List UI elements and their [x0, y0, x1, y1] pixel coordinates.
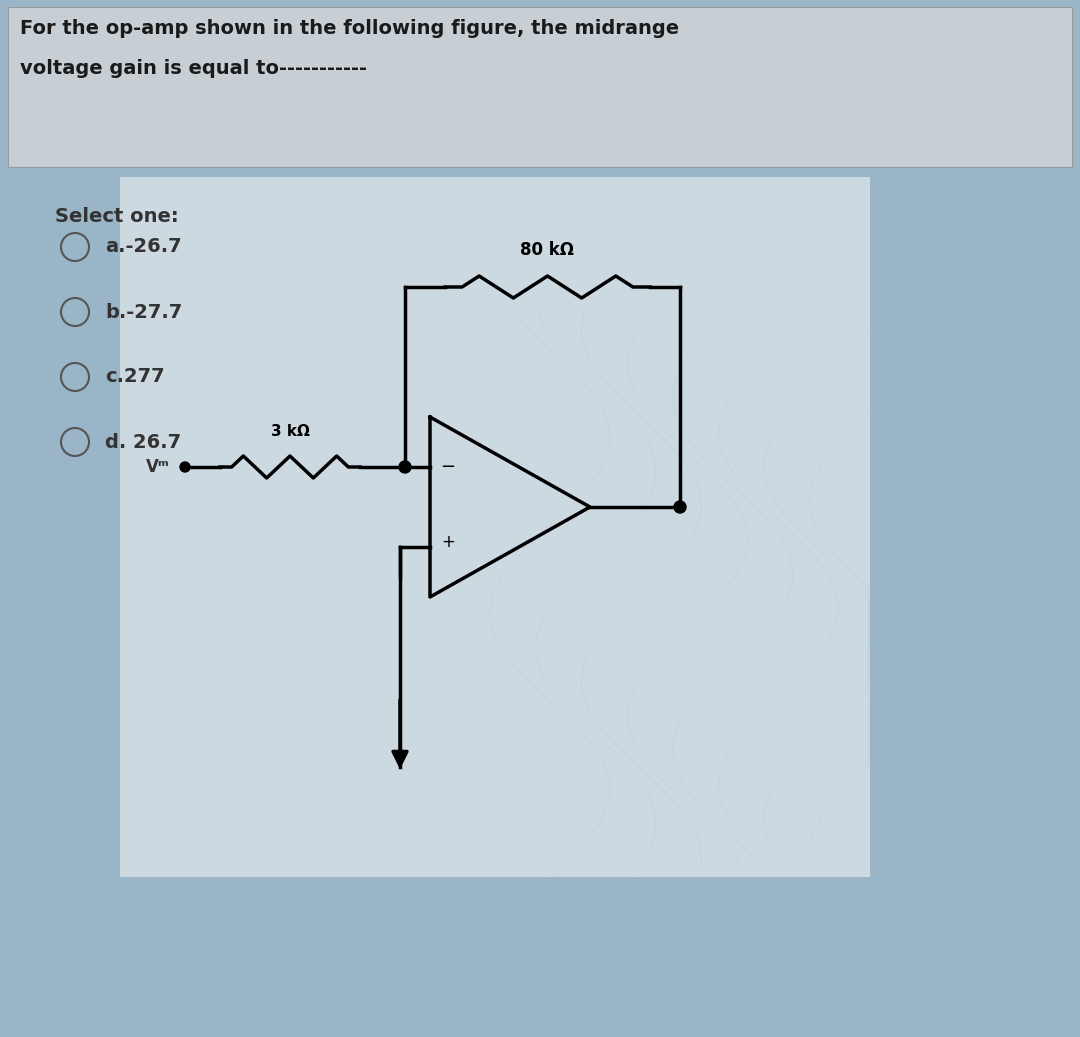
- Text: 3 kΩ: 3 kΩ: [271, 424, 310, 439]
- Text: For the op-amp shown in the following figure, the midrange: For the op-amp shown in the following fi…: [21, 19, 679, 38]
- Bar: [120, 177, 870, 877]
- Text: Vᵐ: Vᵐ: [146, 458, 170, 476]
- Text: −: −: [441, 458, 456, 476]
- Text: b.-27.7: b.-27.7: [105, 303, 183, 321]
- Text: d. 26.7: d. 26.7: [105, 432, 181, 451]
- Text: a.-26.7: a.-26.7: [105, 237, 181, 256]
- Text: c.277: c.277: [105, 367, 164, 387]
- Text: +: +: [441, 533, 455, 551]
- Bar: [8, 177, 1072, 1037]
- Text: voltage gain is equal to-----------: voltage gain is equal to-----------: [21, 59, 367, 78]
- Bar: [8, 7, 1072, 167]
- Text: Select one:: Select one:: [55, 207, 178, 226]
- Circle shape: [180, 463, 190, 472]
- Circle shape: [674, 501, 686, 513]
- Circle shape: [399, 461, 411, 473]
- Text: 80 kΩ: 80 kΩ: [521, 241, 575, 259]
